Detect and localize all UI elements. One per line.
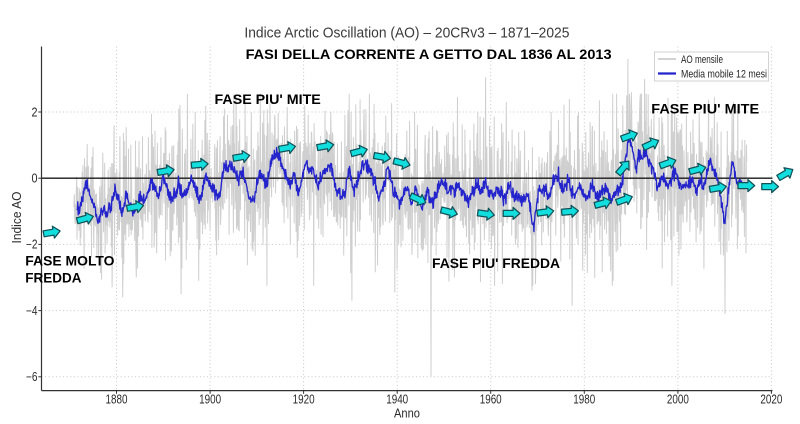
svg-text:1880: 1880 (106, 393, 128, 407)
svg-text:Indice AO: Indice AO (10, 191, 24, 243)
svg-text:FASE PIU' MITE: FASE PIU' MITE (215, 91, 321, 107)
svg-text:FASE PIU' MITE: FASE PIU' MITE (651, 101, 759, 117)
svg-text:−4: −4 (26, 304, 38, 318)
svg-text:2020: 2020 (760, 393, 782, 407)
svg-text:2: 2 (32, 105, 38, 119)
svg-text:FASE MOLTO: FASE MOLTO (25, 253, 114, 269)
svg-text:0: 0 (32, 172, 38, 186)
svg-text:FASI DELLA CORRENTE A GETTO DA: FASI DELLA CORRENTE A GETTO DAL 1836 AL … (246, 47, 613, 62)
svg-text:−2: −2 (26, 238, 38, 252)
svg-text:Media mobile 12 mesi: Media mobile 12 mesi (681, 69, 767, 81)
svg-text:1960: 1960 (480, 393, 502, 407)
svg-text:1920: 1920 (293, 393, 315, 407)
svg-text:AO mensile: AO mensile (681, 54, 723, 66)
svg-text:FREDDA: FREDDA (25, 270, 81, 286)
svg-text:−6: −6 (26, 370, 38, 384)
svg-text:Anno: Anno (394, 407, 420, 421)
svg-text:1940: 1940 (386, 393, 408, 407)
svg-text:1900: 1900 (199, 393, 221, 407)
svg-text:2000: 2000 (667, 393, 689, 407)
svg-text:1980: 1980 (573, 393, 595, 407)
svg-text:FASE PIU' FREDDA: FASE PIU' FREDDA (432, 255, 560, 271)
svg-text:Indice Arctic Oscillation (AO): Indice Arctic Oscillation (AO) – 20CRv3 … (244, 25, 569, 42)
